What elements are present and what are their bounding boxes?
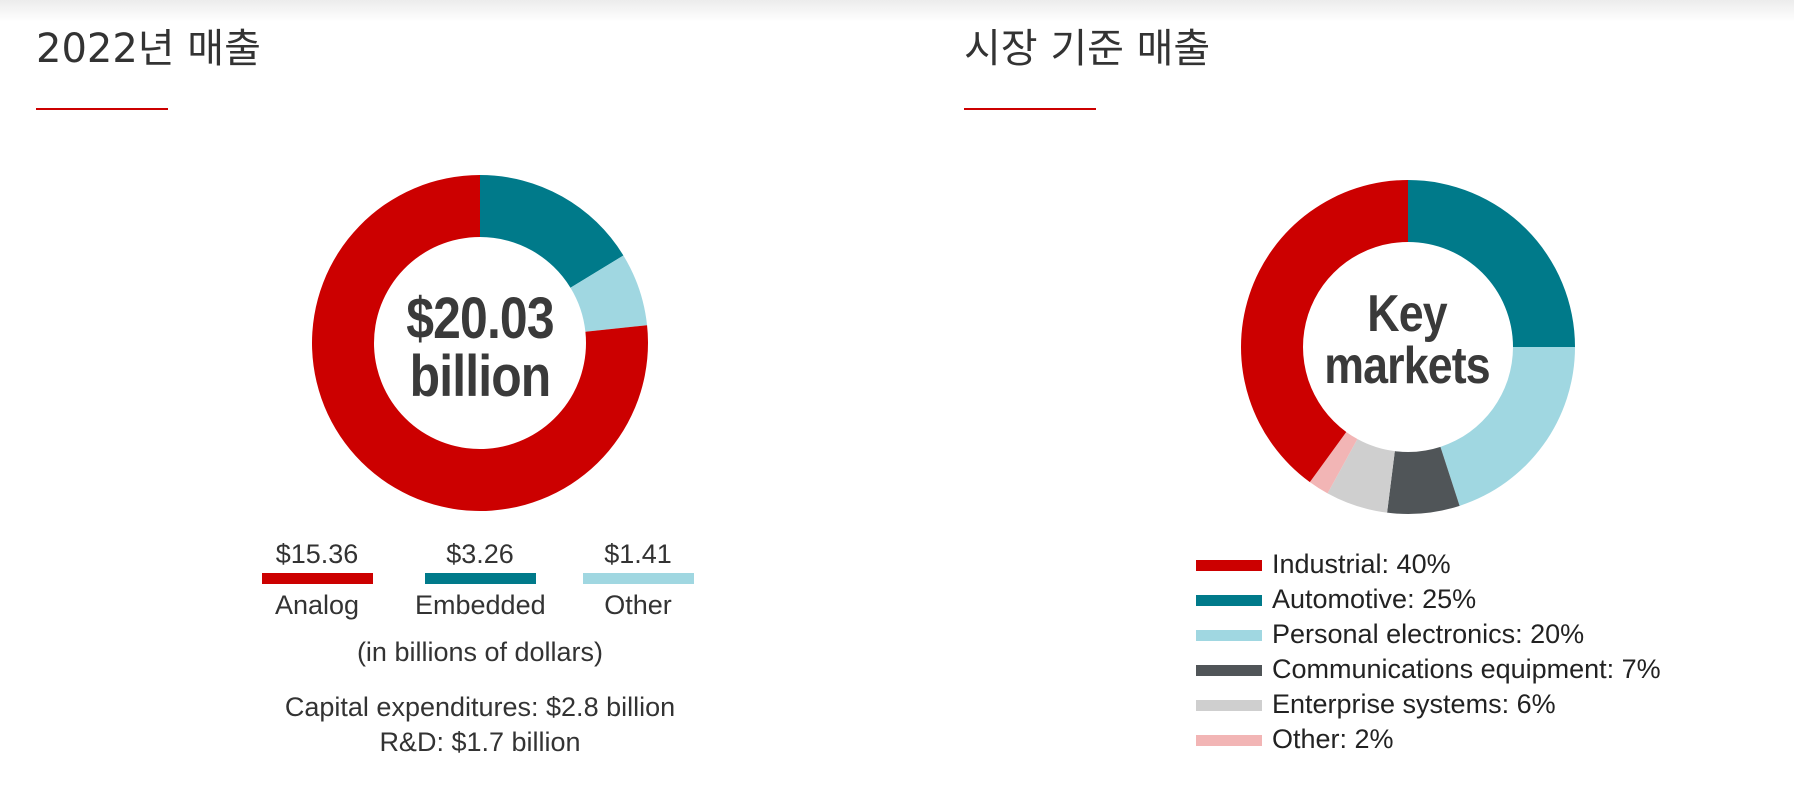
revenue-title: 2022년 매출	[36, 26, 261, 72]
revenue-total-unit: billion	[409, 344, 552, 409]
revenue-panel: 2022년 매출 $20.03 billion $15.36 Analog $3…	[36, 26, 703, 757]
legend-label-communications-equipment: Communications equipment: 7%	[1272, 654, 1661, 684]
slice-communications-equipment	[1387, 446, 1460, 515]
markets-center-label: Key markets	[1321, 288, 1493, 392]
legend-swatch-personal-electronics	[1196, 630, 1262, 641]
revenue-total: $20.03	[406, 286, 554, 351]
slice-automotive	[1408, 180, 1575, 347]
embedded-bar	[424, 573, 536, 584]
legend-label-personal-electronics: Personal electronics: 20%	[1272, 619, 1585, 649]
legend-label-other: Other: 2%	[1272, 724, 1394, 754]
legend-swatch-enterprise-systems	[1196, 700, 1262, 711]
category-other: $1.41 Other	[573, 539, 703, 620]
legend-swatch-communications-equipment	[1196, 665, 1262, 676]
revenue-center-label: $20.03 billion	[394, 290, 566, 406]
analog-value: $15.36	[275, 539, 359, 569]
slice-analog	[312, 175, 648, 511]
category-analog: $15.36 Analog	[252, 539, 382, 620]
unit-note: (in billions of dollars)	[356, 637, 604, 667]
embedded-label: Embedded	[415, 590, 546, 620]
revenue-donut-chart	[312, 175, 648, 511]
other-value: $1.41	[604, 539, 672, 569]
markets-title: 시장 기준 매출	[964, 26, 1211, 72]
markets-center-line1: Key	[1367, 285, 1447, 343]
slice-other	[570, 255, 648, 332]
analog-label: Analog	[274, 590, 360, 620]
capex-note: Capital expenditures: $2.8 billion	[284, 692, 676, 722]
legend-label-industrial: Industrial: 40%	[1272, 549, 1451, 579]
rnd-note: R&D: $1.7 billion	[379, 727, 581, 757]
other-bar	[582, 573, 694, 584]
slice-enterprise-systems	[1327, 439, 1395, 513]
legend-swatch-automotive	[1196, 595, 1262, 606]
markets-center-line2: markets	[1324, 337, 1490, 395]
markets-panel: 시장 기준 매출	[928, 0, 1794, 795]
markets-title-rule	[964, 108, 1096, 110]
legend-swatch-other	[1196, 735, 1262, 746]
revenue-title-rule	[36, 108, 168, 110]
slice-industrial	[1241, 180, 1408, 483]
slice-other	[1309, 431, 1358, 494]
embedded-value: $3.26	[446, 539, 514, 569]
legend-label-enterprise-systems: Enterprise systems: 6%	[1272, 689, 1556, 719]
top-shadow	[0, 0, 1794, 22]
category-embedded: $3.26 Embedded	[415, 539, 546, 620]
other-label: Other	[604, 590, 672, 620]
legend-label-automotive: Automotive: 25%	[1272, 584, 1477, 614]
analog-bar	[261, 573, 373, 584]
slice-personal-electronics	[1440, 347, 1575, 506]
slice-embedded	[480, 175, 624, 288]
legend-swatch-industrial	[1196, 560, 1262, 571]
